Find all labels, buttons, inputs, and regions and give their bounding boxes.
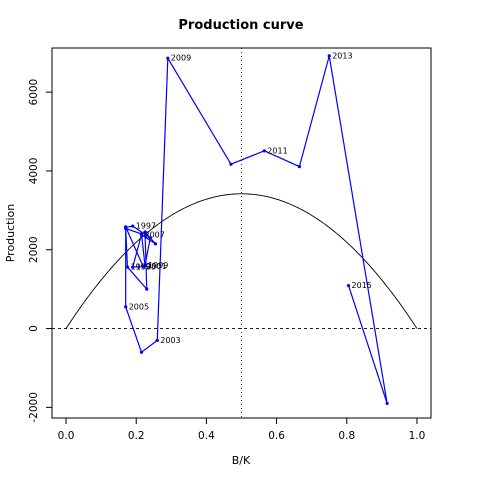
data-point [143,230,147,234]
data-point [145,287,149,291]
chart-title: Production curve [178,18,303,33]
y-axis: -2000 0 2000 4000 6000 [28,79,52,423]
y-tick-label: 2000 [28,236,40,263]
data-point [141,265,145,269]
x-tick-label: 1.0 [409,430,426,442]
x-tick-label: 0.2 [128,430,145,442]
point-year-label: 2007 [144,230,164,239]
y-tick-label: -2000 [28,392,40,423]
data-point [297,165,302,169]
data-point [262,149,266,153]
data-point [124,225,128,229]
y-axis-label: Production [4,204,17,263]
point-year-label: 1993 [130,263,150,272]
point-year-label: 2005 [129,302,149,311]
x-tick-label: 0.4 [198,430,215,442]
point-year-label: 2001 [146,262,166,271]
x-tick-label: 0.0 [58,430,75,442]
x-tick-label: 0.6 [268,430,285,442]
data-point [327,54,331,58]
data-point [155,338,159,342]
point-year-label: 2011 [267,146,287,155]
y-tick-label: 4000 [28,158,40,185]
production-curve-line [65,193,418,329]
point-year-label: 2003 [160,336,180,345]
point-year-label: 2013 [332,51,352,60]
data-point [131,224,135,228]
point-year-label: 1995 [136,263,156,272]
point-year-label: 1999 [148,261,168,270]
data-point [346,284,351,288]
point-year-label: 2009 [171,54,191,63]
point-year-label: 2015 [352,281,372,290]
data-point [166,56,170,60]
x-axis: 0.0 0.2 0.4 0.6 0.8 1.0 [58,418,426,442]
data-point [153,242,158,246]
data-point [131,265,135,269]
y-tick-label: 6000 [28,79,40,106]
data-point [385,401,389,406]
data-point [124,305,128,309]
y-tick-label: 0 [28,325,40,332]
data-point [229,162,233,166]
x-tick-label: 0.8 [338,430,355,442]
data-point [139,350,144,354]
data-point [139,233,144,237]
series-line [125,55,388,405]
data-point [148,236,152,240]
point-year-label: 1997 [136,222,156,231]
x-axis-label: B/K [232,454,251,467]
data-point [125,265,130,269]
